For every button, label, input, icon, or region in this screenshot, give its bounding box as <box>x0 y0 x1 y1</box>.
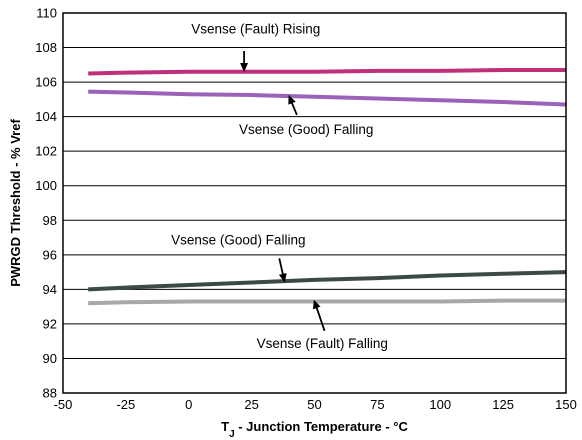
y-tick-label: 92 <box>43 316 57 331</box>
y-axis-ticks: 88 90 92 94 96 98 100 102 104 106 108 110 <box>35 6 57 401</box>
y-tick-label: 104 <box>35 109 57 124</box>
x-tick-label: 25 <box>244 397 258 412</box>
y-tick-label: 108 <box>35 40 57 55</box>
y-tick-label: 106 <box>35 75 57 90</box>
x-axis-label-main: T <box>221 419 229 434</box>
x-tick-label: 0 <box>185 397 192 412</box>
annotation-arrow-3 <box>278 258 287 283</box>
annotation-label-1: Vsense (Fault) Rising <box>191 22 320 37</box>
y-tick-label: 98 <box>43 213 57 228</box>
y-tick-label: 102 <box>35 144 57 159</box>
y-tick-label: 110 <box>36 6 57 21</box>
y-tick-label: 96 <box>43 247 57 262</box>
x-axis-label-rest: - Junction Temperature - °C <box>235 419 409 434</box>
x-axis-ticks: -50 -25 0 25 50 75 100 125 150 <box>54 397 577 412</box>
annotation-label-2: Vsense (Good) Falling <box>239 122 373 137</box>
annotation-label-3: Vsense (Good) Falling <box>171 232 305 247</box>
series-line-3 <box>88 270 567 292</box>
series-group <box>88 68 567 306</box>
x-tick-label: 125 <box>492 397 514 412</box>
y-tick-label: 100 <box>35 178 57 193</box>
series-line-4 <box>88 298 566 306</box>
x-axis-label-subscript: J <box>229 429 235 440</box>
annotations: Vsense (Fault) Rising Vsense (Good) Falli… <box>171 22 388 351</box>
x-axis-label: TJ - Junction Temperature - °C <box>221 419 408 440</box>
x-tick-label: -50 <box>54 397 73 412</box>
annotation-arrow-4 <box>312 299 326 332</box>
y-tick-label: 88 <box>43 386 57 401</box>
annotation-arrow-2 <box>288 94 298 116</box>
x-tick-label: 100 <box>429 397 451 412</box>
y-axis-label: PWRGD Threshold - % Vref <box>8 119 23 287</box>
x-tick-label: 150 <box>555 397 577 412</box>
series-line-2 <box>88 89 567 107</box>
x-tick-label: -25 <box>116 397 135 412</box>
x-tick-label: 50 <box>307 397 321 412</box>
y-tick-label: 94 <box>43 282 57 297</box>
y-tick-label: 90 <box>43 351 57 366</box>
series-line-1 <box>88 68 566 76</box>
annotation-label-4: Vsense (Fault) Falling <box>257 336 388 351</box>
plot-frame <box>62 12 567 394</box>
x-tick-label: 75 <box>370 397 384 412</box>
